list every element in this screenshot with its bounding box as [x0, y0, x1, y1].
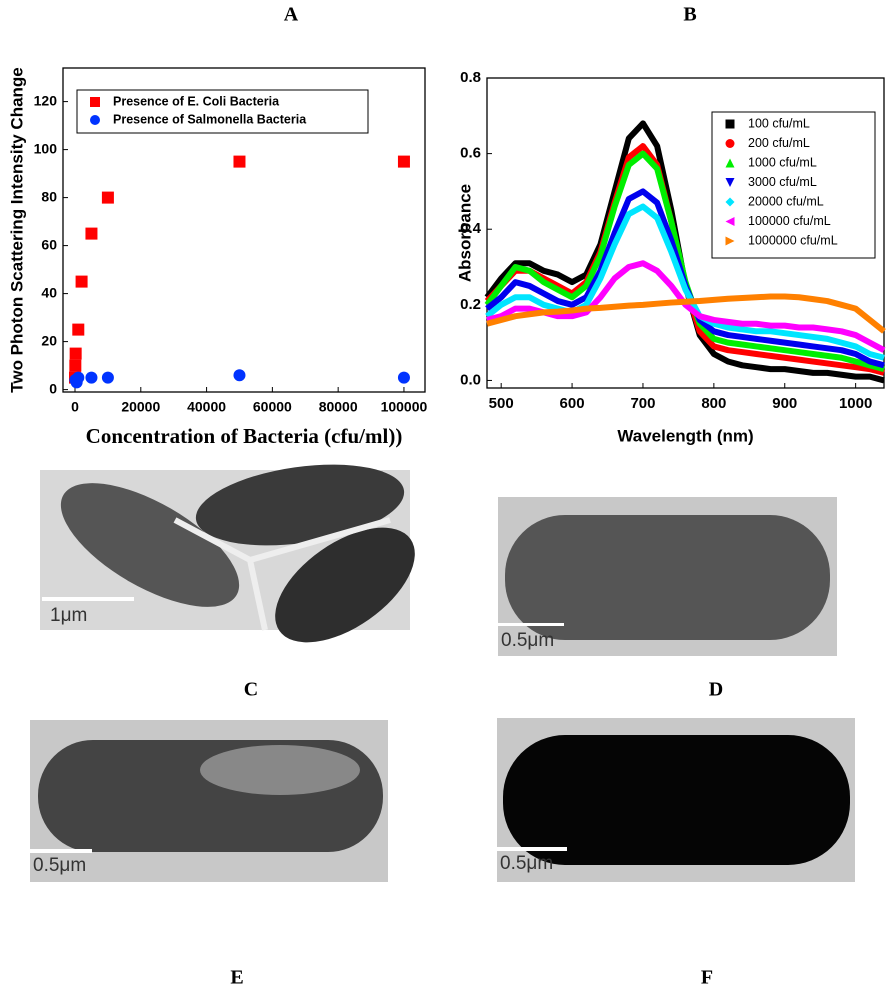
plot-frame [486, 77, 885, 389]
x-tick-label: 700 [630, 395, 655, 412]
panel-label: A [284, 4, 299, 26]
marker [85, 371, 98, 384]
panel-label: E [230, 967, 243, 989]
x-tick-label: 40000 [187, 399, 226, 415]
marker [233, 155, 246, 168]
marker [725, 197, 735, 207]
marker [397, 155, 410, 168]
marker [101, 371, 114, 384]
marker [725, 119, 735, 129]
legend-label: 100 cfu/mL [748, 116, 810, 130]
micrograph: 1μm [40, 464, 415, 643]
marker [101, 191, 114, 204]
x-tick-label: 80000 [319, 399, 358, 415]
marker [397, 371, 410, 384]
legend-box [76, 89, 369, 134]
y-axis-label: Two Photon Scattering Intensity Change [7, 67, 26, 393]
marker [725, 139, 735, 148]
marker [725, 236, 735, 246]
marker [725, 158, 735, 168]
legend-label: 200 cfu/mL [748, 136, 810, 150]
legend-label: Presence of Salmonella Bacteria [113, 112, 307, 126]
y-tick-label: 0 [49, 380, 57, 396]
marker [75, 275, 88, 288]
y-tick-label: 0.6 [460, 145, 481, 162]
y-tick-label: 40 [41, 284, 57, 300]
y-tick-label: 0.0 [460, 371, 481, 388]
x-tick-label: 20000 [121, 399, 160, 415]
y-tick-label: 0.4 [460, 220, 482, 237]
micrograph: 0.5μm [497, 718, 855, 882]
y-tick-label: 0.2 [460, 296, 481, 313]
plot-frame [62, 67, 426, 393]
marker [72, 371, 85, 384]
marker [69, 359, 82, 372]
scale-label: 1μm [50, 605, 87, 626]
series-line [485, 203, 885, 361]
micrograph: 0.5μm [498, 497, 837, 656]
x-tick-label: 60000 [253, 399, 292, 415]
marker [725, 178, 735, 187]
scale-label: 0.5μm [33, 855, 86, 876]
panel-label: F [701, 967, 713, 989]
y-axis-label: Absorbance [455, 184, 474, 282]
marker [90, 97, 100, 107]
panel-label: B [683, 4, 696, 26]
legend-label: 100000 cfu/mL [748, 214, 831, 228]
panel-label: D [709, 679, 723, 701]
y-tick-label: 0.8 [460, 69, 481, 86]
x-tick-label: 100000 [381, 399, 428, 415]
series-line [486, 293, 886, 334]
marker [90, 115, 100, 125]
x-tick-label: 1000 [839, 395, 872, 412]
legend-label: 1000 cfu/mL [748, 155, 817, 169]
x-tick-label: 500 [489, 395, 514, 412]
x-axis-label: Concentration of Bacteria (cfu/ml)) [86, 424, 403, 448]
scale-label: 0.5μm [500, 853, 553, 874]
x-axis-label: Wavelength (nm) [617, 426, 753, 445]
micrograph: 0.5μm [30, 720, 388, 882]
legend-label: 3000 cfu/mL [748, 175, 817, 189]
legend-label: Presence of E. Coli Bacteria [113, 94, 280, 108]
marker [72, 323, 85, 336]
x-tick-label: 900 [772, 395, 797, 412]
y-tick-label: 20 [41, 332, 57, 348]
marker [85, 227, 98, 240]
legend-label: 1000000 cfu/mL [748, 233, 838, 247]
legend-box [711, 111, 876, 259]
x-tick-label: 0 [71, 399, 79, 415]
scale-label: 0.5μm [501, 630, 554, 651]
x-tick-label: 800 [701, 395, 726, 412]
marker [725, 217, 735, 226]
x-tick-label: 600 [560, 395, 585, 412]
marker [69, 347, 82, 360]
panel-label: C [244, 679, 258, 701]
y-tick-label: 60 [41, 236, 57, 252]
y-tick-label: 120 [34, 92, 58, 108]
series-line [486, 260, 886, 353]
legend-label: 20000 cfu/mL [748, 194, 824, 208]
y-tick-label: 100 [34, 140, 58, 156]
y-tick-label: 80 [41, 188, 57, 204]
marker [233, 369, 246, 382]
